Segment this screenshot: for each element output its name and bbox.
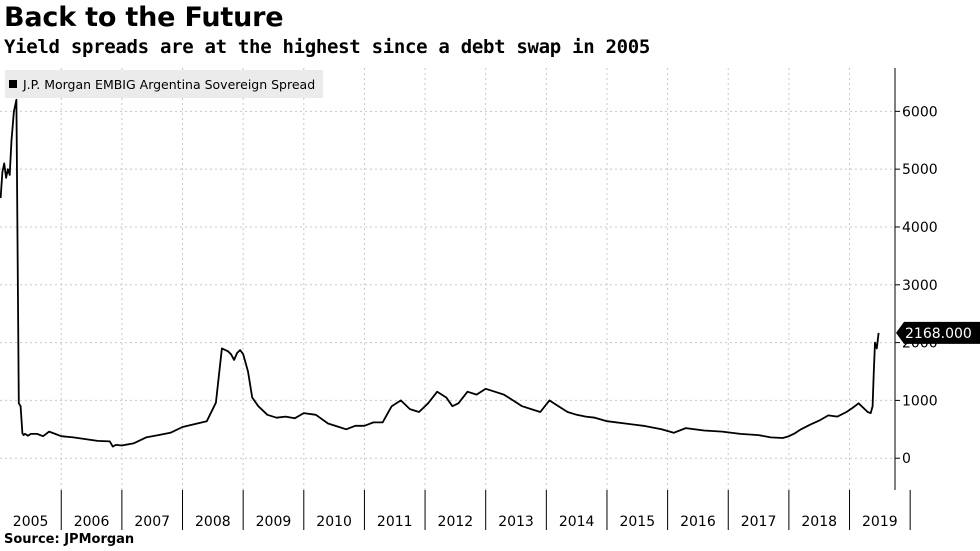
chart-legend: J.P. Morgan EMBIG Argentina Sovereign Sp… — [5, 70, 324, 98]
legend-swatch — [9, 80, 17, 88]
x-tick-label: 2005 — [13, 514, 49, 530]
x-tick-label: 2013 — [498, 514, 534, 530]
x-tick-label: 2008 — [195, 514, 231, 530]
y-tick-label: 1000 — [902, 393, 938, 409]
x-tick-label: 2011 — [377, 514, 413, 530]
y-tick-label: 4000 — [902, 220, 938, 236]
last-value-marker: 2168.000 — [896, 321, 980, 344]
x-tick-label: 2018 — [801, 514, 837, 530]
x-tick-label: 2010 — [316, 514, 352, 530]
x-tick-label: 2017 — [741, 514, 777, 530]
legend-label: J.P. Morgan EMBIG Argentina Sovereign Sp… — [23, 76, 316, 92]
y-tick-label: 6000 — [902, 104, 938, 120]
y-tick-label: 5000 — [902, 162, 938, 178]
y-tick-label: 0 — [902, 451, 911, 467]
x-tick-label: 2009 — [256, 514, 292, 530]
x-tick-label: 2006 — [74, 514, 110, 530]
last-value-label: 2168.000 — [905, 326, 972, 342]
x-tick-label: 2012 — [438, 514, 474, 530]
x-tick-label: 2015 — [619, 514, 655, 530]
series-line — [0, 98, 880, 448]
x-tick-label: 2007 — [134, 514, 170, 530]
x-tick-label: 2019 — [862, 514, 898, 530]
x-tick-label: 2014 — [559, 514, 595, 530]
x-tick-label: 2016 — [680, 514, 716, 530]
chart-title: Back to the Future — [4, 2, 284, 33]
chart-subtitle: Yield spreads are at the highest since a… — [4, 36, 651, 58]
y-tick-label: 3000 — [902, 278, 938, 294]
source-note: Source: JPMorgan — [4, 532, 135, 547]
last-value-tag — [896, 321, 980, 344]
